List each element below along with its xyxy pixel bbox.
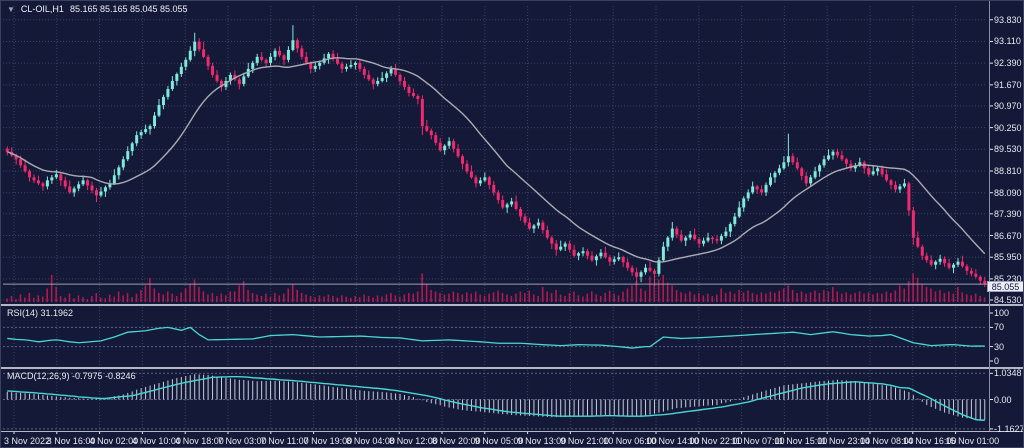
price-axis-label: 87.390 <box>994 208 1022 219</box>
macd-indicator-label: MACD(12,26,9) -0.7975 -0.8246 <box>7 371 136 381</box>
price-axis-divider <box>989 1 990 431</box>
macd-axis-label: 1.0348 <box>994 368 1022 379</box>
ohlc-readout: 85.165 85.165 85.045 85.055 <box>69 4 188 14</box>
collapse-chart-icon[interactable]: ▼ <box>7 4 15 14</box>
rsi-axis-label: 70 <box>994 322 1005 333</box>
price-axis-label: 89.530 <box>994 144 1022 155</box>
price-axis-label: 90.250 <box>994 122 1022 133</box>
time-axis-label: 15 Nov 01:00 <box>945 436 1000 446</box>
symbol-timeframe-label: CL-OIL,H1 <box>20 4 64 14</box>
time-axis-label: 9 Nov 21:00 <box>560 436 609 446</box>
price-axis-label: 85.950 <box>994 252 1022 263</box>
time-axis-label: 7 Nov 19:00 <box>303 436 353 446</box>
rsi-axis-label: 100 <box>994 308 1010 318</box>
price-axis-label: 91.670 <box>994 79 1022 90</box>
time-axis-label: 4 Nov 18:00 <box>175 436 224 446</box>
rsi-axis-label: 30 <box>994 341 1005 352</box>
time-axis-label: 11 Nov 07:00 <box>731 436 785 446</box>
time-axis-label: 4 Nov 02:00 <box>89 436 139 446</box>
time-axis-label: 7 Nov 03:00 <box>218 436 267 446</box>
rsi-indicator-label: RSI(14) 31.1962 <box>7 308 74 318</box>
panel-separator-macd[interactable] <box>1 367 1023 369</box>
price-axis[interactable]: 93.830 93.110 92.390 91.670 90.970 90.250 89.5… <box>990 1 1024 434</box>
price-axis-label: 90.970 <box>994 100 1022 111</box>
price-axis-label: 88.810 <box>994 166 1022 177</box>
time-axis-label: 4 Nov 10:00 <box>132 436 181 446</box>
time-axis-label: 7 Nov 11:00 <box>260 436 309 446</box>
time-axis-label: 9 Nov 05:00 <box>474 436 524 446</box>
time-axis-label: 8 Nov 04:00 <box>346 436 395 446</box>
price-axis-label: 88.090 <box>994 187 1022 198</box>
price-axis-label: 92.390 <box>994 58 1022 69</box>
time-axis-label: 3 Nov 16:00 <box>46 436 96 446</box>
macd-axis-label: 0.00 <box>994 394 1012 405</box>
price-axis-label: 84.530 <box>994 294 1022 305</box>
time-axis-label: 14 Nov 08:00 <box>860 436 914 446</box>
time-axis-label: 11 Nov 23:00 <box>817 436 871 446</box>
time-axis-label: 10 Nov 14:00 <box>646 436 700 446</box>
time-axis-label: 8 Nov 12:00 <box>389 436 438 446</box>
macd-axis-label: -1.1627 <box>994 423 1024 434</box>
time-axis-label: 3 Nov 2022 <box>4 436 51 446</box>
price-axis-label: 85.230 <box>994 273 1022 284</box>
rsi-axis-label: 0 <box>994 356 1000 366</box>
current-price-tag: 85.055 <box>987 281 1023 292</box>
time-axis-label: 8 Nov 20:00 <box>432 436 481 446</box>
time-axis-label: 9 Nov 13:00 <box>517 436 567 446</box>
price-axis-label: 93.830 <box>994 14 1022 25</box>
time-axis-label: 10 Nov 22:00 <box>688 436 743 446</box>
time-axis-separator <box>1 431 1023 432</box>
panel-separator-rsi[interactable] <box>1 304 1023 306</box>
time-axis-label: 11 Nov 15:00 <box>774 436 828 446</box>
time-axis[interactable]: 3 Nov 2022 3 Nov 16:00 4 Nov 02:00 4 Nov 10… <box>1 432 1023 447</box>
chart-title-bar: ▼ CL-OIL,H1 85.165 85.165 85.045 85.055 <box>7 4 188 14</box>
time-axis-label: 14 Nov 16:00 <box>902 436 957 446</box>
time-axis-label: 10 Nov 06:00 <box>603 436 657 446</box>
price-axis-label: 93.110 <box>994 36 1021 47</box>
price-axis-label: 86.670 <box>994 230 1022 241</box>
